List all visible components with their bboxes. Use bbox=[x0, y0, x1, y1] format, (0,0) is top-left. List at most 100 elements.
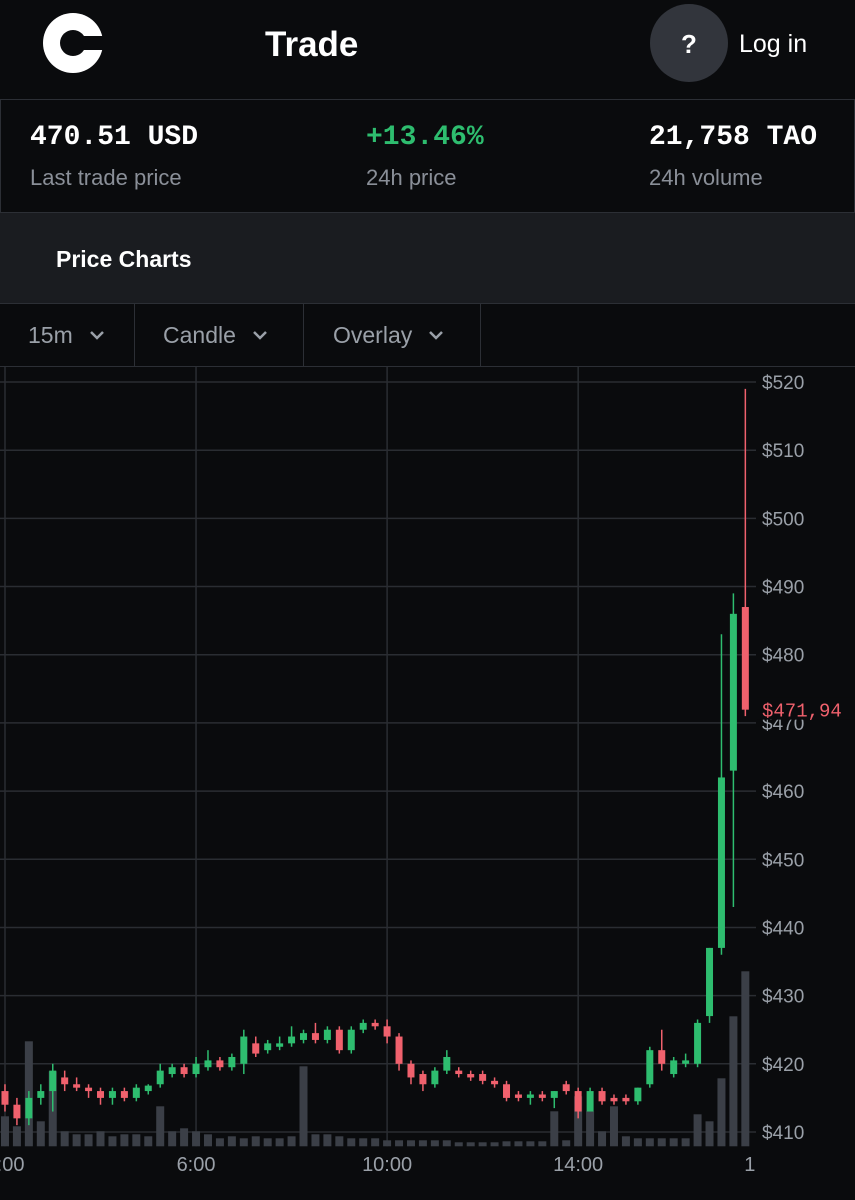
volume-bar bbox=[371, 1138, 380, 1147]
candle-body bbox=[37, 1091, 45, 1098]
candle-body bbox=[741, 607, 749, 710]
volume-bar bbox=[203, 1134, 212, 1147]
candle-body bbox=[455, 1070, 463, 1075]
volume-bar bbox=[562, 1140, 571, 1147]
stat-label: Last trade price bbox=[30, 165, 182, 190]
price-axis-panel bbox=[756, 367, 855, 1200]
page-title: Trade bbox=[265, 25, 358, 64]
control-label: Overlay bbox=[333, 321, 413, 348]
candle-body bbox=[335, 1029, 343, 1051]
candle-body bbox=[288, 1036, 296, 1044]
volume-bar bbox=[502, 1141, 511, 1147]
volume-bar bbox=[454, 1142, 463, 1147]
volume-bar bbox=[526, 1141, 535, 1147]
x-tick-label: 6:00 bbox=[177, 1154, 216, 1176]
stat-value: 470.51 USD bbox=[30, 122, 199, 153]
volume-bar bbox=[108, 1136, 117, 1147]
chevron bbox=[253, 331, 267, 340]
y-tick-label: $520 bbox=[762, 373, 804, 394]
help-button[interactable] bbox=[650, 4, 728, 82]
top-bar: Trade ? Log in bbox=[43, 4, 807, 82]
help-icon[interactable]: ? bbox=[681, 29, 697, 59]
candle-body bbox=[49, 1070, 57, 1092]
candle-body bbox=[371, 1022, 379, 1027]
volume-bar bbox=[335, 1136, 344, 1147]
volume-bar bbox=[60, 1131, 69, 1147]
candle-body bbox=[574, 1091, 582, 1112]
candle-body bbox=[670, 1060, 678, 1075]
candle-body bbox=[419, 1074, 427, 1085]
volume-bar bbox=[359, 1138, 368, 1147]
x-tick-label: 14:00 bbox=[553, 1154, 603, 1176]
candle-body bbox=[264, 1043, 272, 1051]
y-tick-label: $410 bbox=[762, 1123, 804, 1144]
candle-body bbox=[550, 1091, 558, 1098]
y-tick-label: $440 bbox=[762, 918, 804, 939]
section-tab[interactable]: Price Charts bbox=[56, 246, 192, 272]
x-tick-label: 10:00 bbox=[362, 1154, 412, 1176]
volume-bar bbox=[514, 1141, 523, 1147]
candle-body bbox=[610, 1097, 618, 1102]
volume-bar bbox=[598, 1131, 607, 1147]
volume-bar bbox=[406, 1140, 415, 1147]
stats-panel bbox=[0, 99, 855, 213]
logo[interactable] bbox=[43, 13, 105, 73]
volume-bar bbox=[156, 1106, 165, 1147]
volume-bar bbox=[12, 1126, 21, 1147]
volume-bar bbox=[239, 1138, 248, 1147]
volume-bar bbox=[96, 1131, 105, 1147]
candle-body bbox=[108, 1091, 116, 1098]
stat-value: +13.46% bbox=[366, 122, 484, 153]
plot-area bbox=[0, 367, 756, 1147]
volume-bar bbox=[36, 1121, 45, 1147]
volume-bar bbox=[144, 1136, 153, 1147]
y-tick-label: $460 bbox=[762, 782, 804, 803]
last-price-bg bbox=[757, 697, 855, 720]
candle-body bbox=[443, 1056, 451, 1071]
volume-bar bbox=[227, 1136, 236, 1147]
candle-body bbox=[431, 1070, 439, 1085]
volume-bar bbox=[574, 1096, 583, 1147]
candle-body bbox=[252, 1043, 260, 1054]
candle-body bbox=[300, 1033, 308, 1040]
volume-bar bbox=[609, 1106, 618, 1147]
overlay-select[interactable]: Overlay bbox=[304, 304, 481, 366]
candle-body bbox=[395, 1036, 403, 1064]
volume-bar bbox=[442, 1140, 451, 1147]
chevron bbox=[89, 331, 104, 340]
price-axis: $410$420$430$440$450$460$470$480$490$500… bbox=[757, 373, 855, 1144]
candle-body bbox=[562, 1084, 570, 1092]
candle-body bbox=[622, 1097, 630, 1102]
volume-bar bbox=[693, 1114, 702, 1147]
candle-body bbox=[228, 1056, 236, 1068]
section-header bbox=[0, 213, 855, 304]
volume-bar bbox=[347, 1138, 356, 1147]
volume-bar bbox=[669, 1138, 678, 1147]
divider bbox=[0, 366, 855, 367]
control-label: 15m bbox=[28, 321, 73, 348]
candle-body bbox=[586, 1091, 594, 1112]
y-tick-label: $430 bbox=[762, 987, 804, 1008]
volume-bar bbox=[717, 1078, 726, 1147]
volume-bar bbox=[132, 1134, 141, 1147]
volume-bar bbox=[168, 1131, 177, 1147]
candle-body bbox=[479, 1074, 487, 1081]
volume-bar bbox=[263, 1138, 272, 1147]
y-tick-label: $510 bbox=[762, 441, 804, 462]
volume-bar bbox=[383, 1140, 392, 1147]
candle-body bbox=[156, 1070, 164, 1085]
candle-body bbox=[514, 1094, 522, 1098]
candle-body bbox=[85, 1087, 93, 1092]
stat-label: 24h price bbox=[366, 165, 457, 190]
price-chart: 2:006:0010:0014:0018:00$410$420$430$440$… bbox=[0, 367, 855, 1200]
volume-bar bbox=[120, 1134, 129, 1147]
candle-body bbox=[491, 1080, 499, 1085]
candle-body bbox=[216, 1060, 224, 1068]
interval-select[interactable]: 15m bbox=[0, 304, 135, 366]
login-link[interactable]: Log in bbox=[739, 30, 807, 58]
candle-body bbox=[311, 1033, 319, 1040]
type-select[interactable]: Candle bbox=[135, 304, 304, 366]
x-tick-label: 2:00 bbox=[0, 1154, 24, 1176]
candle-body bbox=[347, 1029, 355, 1051]
